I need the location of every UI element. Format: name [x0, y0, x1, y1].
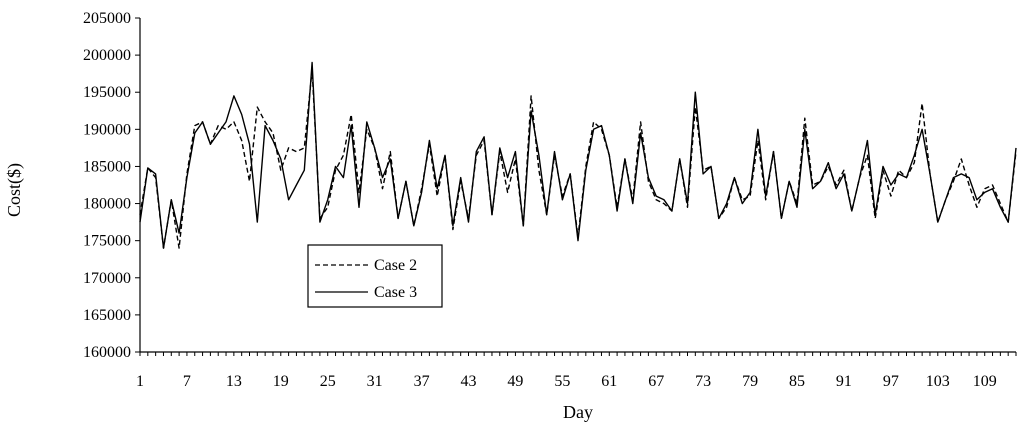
legend: Case 2 Case 3	[307, 244, 443, 308]
x-tick-label: 25	[320, 373, 336, 390]
x-tick-label: 19	[273, 373, 289, 390]
x-tick-label: 73	[695, 373, 711, 390]
series-line-case-2	[139, 69, 1017, 249]
x-tick-label: 55	[554, 373, 570, 390]
x-tick-label: 103	[926, 373, 950, 390]
legend-label-case-2: Case 2	[374, 257, 417, 274]
y-tick-label: 185000	[83, 158, 131, 175]
y-tick-label: 200000	[83, 47, 131, 64]
series-layer	[139, 61, 1017, 249]
x-tick-label: 1	[136, 373, 144, 390]
x-tick-label: 37	[414, 373, 430, 390]
y-axis-title: Cost($)	[4, 163, 25, 217]
y-axis: 160000 165000 170000 175000 180000 185000 1900…	[83, 10, 140, 361]
y-tick-label: 205000	[83, 10, 131, 27]
plot-area	[139, 18, 1016, 353]
x-axis-title: Day	[563, 402, 593, 422]
x-tick-label: 109	[973, 373, 997, 390]
y-tick-label: 195000	[83, 84, 131, 101]
legend-box	[307, 244, 443, 308]
x-tick-label: 85	[789, 373, 805, 390]
x-tick-label: 7	[183, 373, 191, 390]
x-tick-label: 61	[601, 373, 617, 390]
x-tick-label: 79	[742, 373, 758, 390]
y-tick-label: 160000	[83, 344, 131, 361]
x-tick-label: 13	[226, 373, 242, 390]
y-tick-label: 175000	[83, 233, 131, 250]
x-tick-label: 31	[367, 373, 383, 390]
x-tick-label: 43	[461, 373, 477, 390]
x-tick-label: 91	[836, 373, 852, 390]
y-tick-label: 180000	[83, 196, 131, 213]
x-tick-label: 67	[648, 373, 664, 390]
legend-label-case-3: Case 3	[374, 284, 417, 301]
x-tick-label: 97	[883, 373, 899, 390]
series-line-case-3	[139, 61, 1017, 249]
y-tick-label: 170000	[83, 270, 131, 287]
y-tick-label: 165000	[83, 307, 131, 324]
y-tick-label: 190000	[83, 121, 131, 138]
x-axis: 1 7 13 19 25 31 37 43 49 55 61 67 73 79 85 91 97 103 109	[136, 352, 1017, 390]
x-tick-label: 49	[507, 373, 523, 390]
